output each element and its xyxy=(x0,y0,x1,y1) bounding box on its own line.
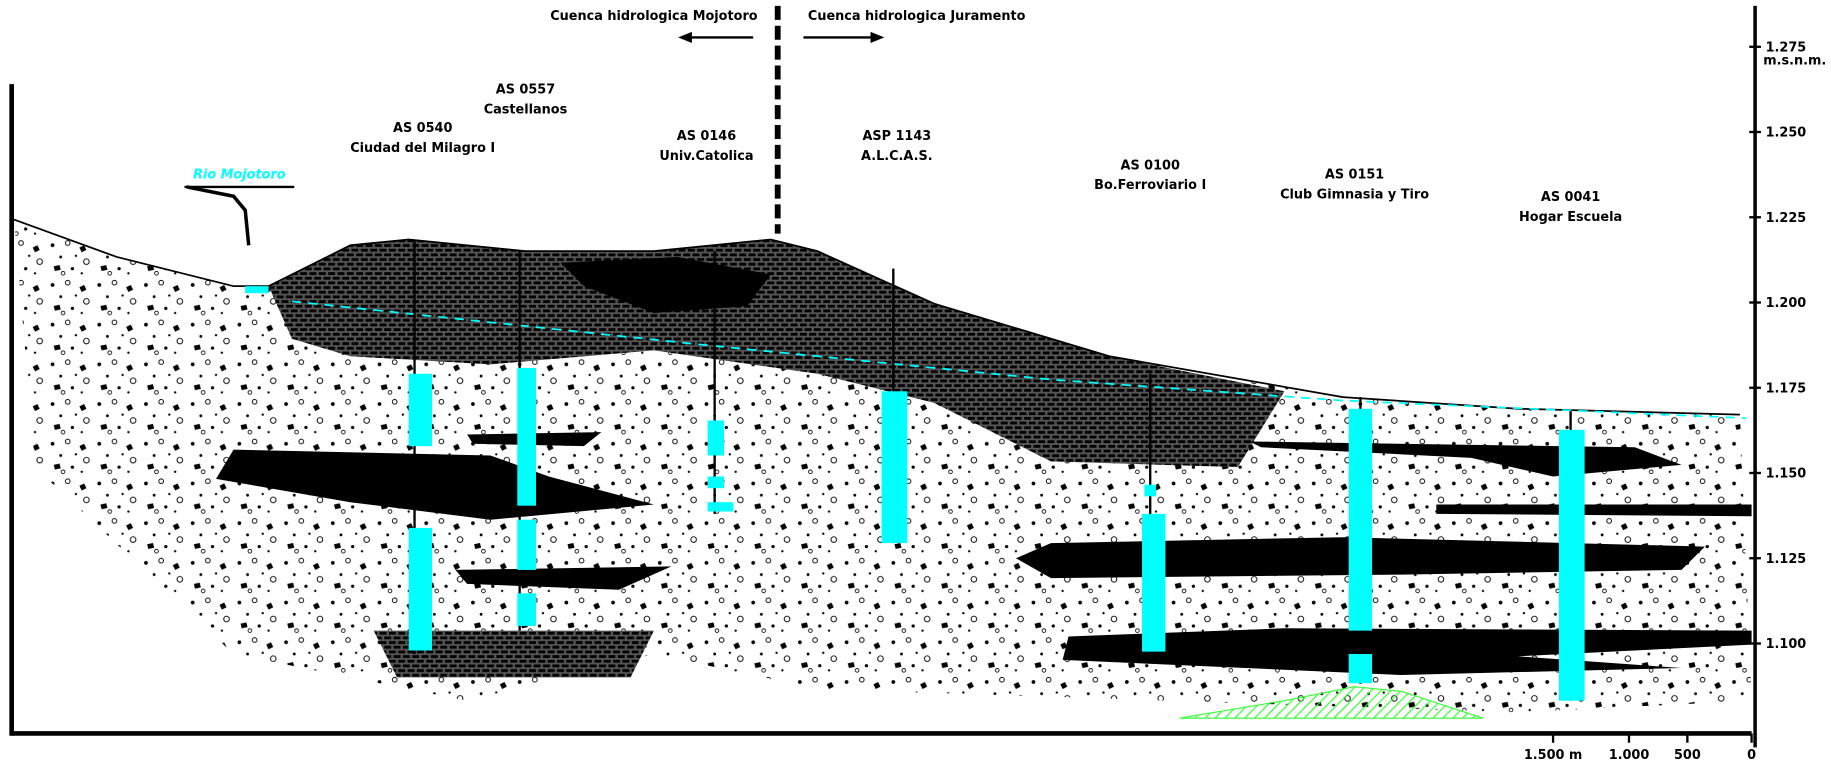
basin-label: Cuenca hidrologica Mojotoro xyxy=(550,9,758,24)
unit-label: m.s.n.m. xyxy=(1763,53,1826,68)
well-id: AS 0540 xyxy=(393,121,452,136)
well-id: AS 0557 xyxy=(496,82,555,97)
elevation-label: 1.100 xyxy=(1766,637,1807,652)
river-label: Rio Mojotoro xyxy=(193,168,286,183)
elevation-label: 1.175 xyxy=(1766,381,1807,396)
distance-label: 0 xyxy=(1747,748,1756,763)
well-name: Ciudad del Milagro I xyxy=(350,141,495,156)
well-id: ASP 1143 xyxy=(862,129,931,144)
well-name: Hogar Escuela xyxy=(1519,210,1622,225)
well-name: Castellanos xyxy=(484,102,568,117)
distance-label: 500 xyxy=(1674,748,1701,763)
well-name: Univ.Catolica xyxy=(659,149,753,164)
well-id: AS 0151 xyxy=(1325,168,1384,183)
well-id: AS 0100 xyxy=(1121,158,1180,173)
elevation-label: 1.200 xyxy=(1766,296,1807,311)
well-id: AS 0041 xyxy=(1541,190,1600,205)
distance-label: 1.500 m xyxy=(1524,748,1582,763)
well-name: A.L.C.A.S. xyxy=(861,149,933,164)
elevation-label: 1.125 xyxy=(1766,552,1807,567)
well-id: AS 0146 xyxy=(677,129,736,144)
well-name: Club Gimnasia y Tiro xyxy=(1280,188,1429,203)
basin-label: Cuenca hidrologica Juramento xyxy=(808,9,1026,24)
distance-label: 1.000 xyxy=(1609,748,1650,763)
elevation-label: 1.250 xyxy=(1766,126,1807,141)
well-name: Bo.Ferroviario I xyxy=(1094,178,1206,193)
elevation-label: 1.225 xyxy=(1766,211,1807,226)
elevation-label: 1.150 xyxy=(1766,467,1807,482)
cross-section: 1.2751.2501.2251.2001.1751.1501.1251.100… xyxy=(0,0,1831,765)
